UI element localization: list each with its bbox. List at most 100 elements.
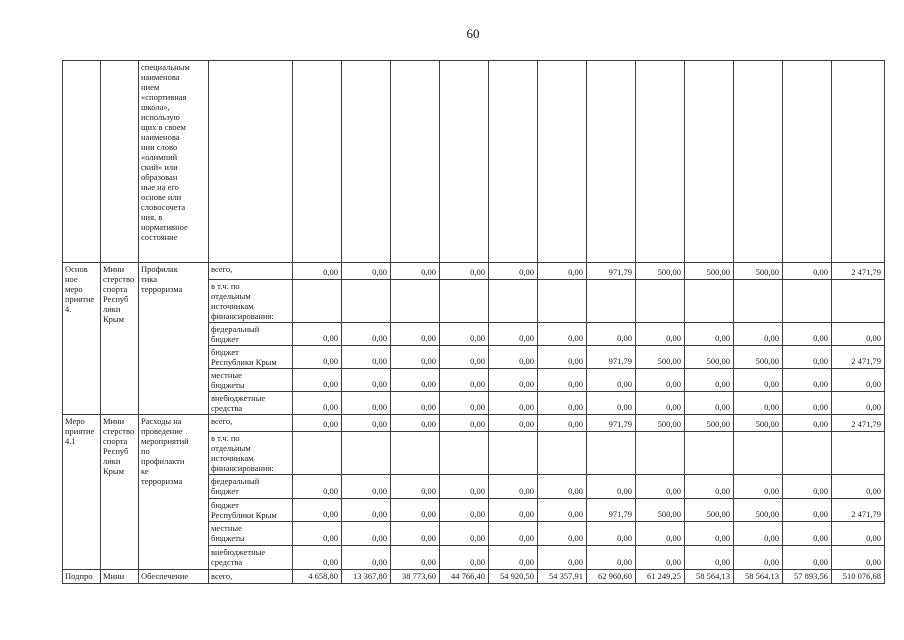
- amount-cell: 0,00: [488, 391, 538, 416]
- amount-cell: 0,00: [782, 521, 832, 547]
- amount-cell: 57 893,56: [782, 569, 832, 585]
- amount-cell: 0,00: [733, 368, 783, 393]
- amount-cell: 2 471,79: [831, 414, 885, 433]
- amount-cell: 0,00: [390, 262, 440, 280]
- amount-cell: 0,00: [537, 545, 587, 571]
- amount-cell: [635, 60, 685, 263]
- amount-cell: 0,00: [390, 368, 440, 393]
- amount-cell: 0,00: [635, 545, 685, 571]
- amount-cell: 0,00: [586, 391, 636, 416]
- amount-cell: 0,00: [782, 345, 832, 370]
- amount-cell: 0,00: [341, 391, 391, 416]
- funding-source-cell: [208, 60, 293, 263]
- amount-cell: [488, 60, 538, 263]
- funding-source-cell: всего,: [208, 414, 293, 433]
- amount-cell: [439, 278, 489, 324]
- amount-cell: [733, 60, 783, 263]
- amount-cell: 0,00: [488, 262, 538, 280]
- amount-cell: 0,00: [439, 414, 489, 433]
- amount-cell: 971,79: [586, 498, 636, 523]
- amount-cell: 0,00: [390, 345, 440, 370]
- funding-source-cell: в т.ч. по отдельным источникам финансиро…: [208, 278, 293, 324]
- executor-cell: Мини: [100, 569, 139, 585]
- amount-cell: 0,00: [439, 498, 489, 523]
- amount-cell: 0,00: [439, 322, 489, 347]
- amount-cell: [782, 431, 832, 476]
- amount-cell: 0,00: [537, 414, 587, 433]
- funding-source-cell: федеральный бюджет: [208, 474, 293, 500]
- amount-cell: [635, 278, 685, 324]
- amount-cell: 0,00: [733, 391, 783, 416]
- table-row: федеральный бюджет 0,00 0,00 0,00 0,00 0,00 0,…: [63, 322, 885, 347]
- amount-cell: 500,00: [733, 345, 783, 370]
- amount-cell: 0,00: [292, 414, 342, 433]
- amount-cell: 44 766,40: [439, 569, 489, 585]
- amount-cell: 0,00: [439, 474, 489, 500]
- funding-source-cell: федеральный бюджет: [208, 322, 293, 347]
- amount-cell: 0,00: [537, 322, 587, 347]
- amount-cell: 0,00: [341, 345, 391, 370]
- amount-cell: 500,00: [684, 262, 734, 280]
- table-row: местные бюджеты 0,00 0,00 0,00 0,00 0,00 0,00 0…: [63, 521, 885, 547]
- amount-cell: 0,00: [292, 521, 342, 547]
- amount-cell: 0,00: [439, 391, 489, 416]
- activity-name-cell: Обеспечение: [138, 569, 209, 585]
- executor-cell: Мини стерство спорта Респуб лики Крым: [100, 261, 139, 416]
- amount-cell: [684, 278, 734, 324]
- amount-cell: 0,00: [635, 322, 685, 347]
- amount-cell: 0,00: [292, 498, 342, 523]
- amount-cell: 0,00: [733, 521, 783, 547]
- amount-cell: 0,00: [390, 521, 440, 547]
- amount-cell: 54 357,91: [537, 569, 587, 585]
- amount-cell: [733, 431, 783, 476]
- amount-cell: 0,00: [292, 391, 342, 416]
- amount-cell: 971,79: [586, 414, 636, 433]
- funding-source-cell: местные бюджеты: [208, 368, 293, 393]
- funding-source-cell: бюджет Республики Крым: [208, 345, 293, 370]
- table-row: Меро приятие 4.1 Мини стерство спорта Рес…: [62, 414, 885, 571]
- amount-cell: 500,00: [733, 498, 783, 523]
- amount-cell: 510 076,68: [831, 569, 885, 585]
- amount-cell: 0,00: [537, 521, 587, 547]
- amount-cell: 0,00: [684, 521, 734, 547]
- amount-cell: 0,00: [586, 368, 636, 393]
- budget-table-body: специальным наименова нием «спортивная ш…: [62, 60, 885, 585]
- activity-name-cell: Профилак тика терроризма: [138, 261, 209, 416]
- program-item-cell: [62, 60, 101, 263]
- table-row: Подпро Мини Обеспечение всего, 4 658,80 13 36…: [62, 569, 885, 585]
- amount-cell: 0,00: [488, 521, 538, 547]
- program-item-cell: Подпро: [62, 569, 101, 585]
- amount-cell: [439, 60, 489, 263]
- amount-cell: 0,00: [586, 322, 636, 347]
- amount-cell: [586, 278, 636, 324]
- amount-cell: 971,79: [586, 345, 636, 370]
- amount-cell: 0,00: [537, 391, 587, 416]
- amount-cell: 0,00: [292, 474, 342, 500]
- amount-cell: 0,00: [782, 262, 832, 280]
- amount-cell: 0,00: [635, 474, 685, 500]
- amount-cell: [831, 60, 885, 263]
- amount-cell: [488, 431, 538, 476]
- amount-cell: 0,00: [831, 521, 885, 547]
- amount-cell: 0,00: [390, 322, 440, 347]
- amount-cell: 0,00: [782, 545, 832, 571]
- amount-cell: 2 471,79: [831, 345, 885, 370]
- amount-cell: 0,00: [537, 498, 587, 523]
- program-item-cell: Меро приятие 4.1: [62, 414, 101, 571]
- amount-cell: 0,00: [831, 474, 885, 500]
- amount-cell: 58 564,13: [733, 569, 783, 585]
- table-row: в т.ч. по отдельным источникам финансиро…: [63, 431, 885, 476]
- budget-table: специальным наименова нием «спортивная ш…: [62, 60, 885, 585]
- amount-cell: [537, 60, 587, 263]
- amount-cell: 0,00: [341, 521, 391, 547]
- amount-cell: 0,00: [684, 474, 734, 500]
- table-row: местные бюджеты 0,00 0,00 0,00 0,00 0,00 0,00 0…: [63, 368, 885, 393]
- amount-cell: 0,00: [831, 322, 885, 347]
- amount-cell: 13 367,80: [341, 569, 391, 585]
- amount-cell: [684, 431, 734, 476]
- amount-cell: 0,00: [341, 262, 391, 280]
- amount-cell: [586, 431, 636, 476]
- amount-cell: 0,00: [537, 368, 587, 393]
- funding-source-cell: бюджет Республики Крым: [208, 498, 293, 523]
- amount-cell: 0,00: [439, 545, 489, 571]
